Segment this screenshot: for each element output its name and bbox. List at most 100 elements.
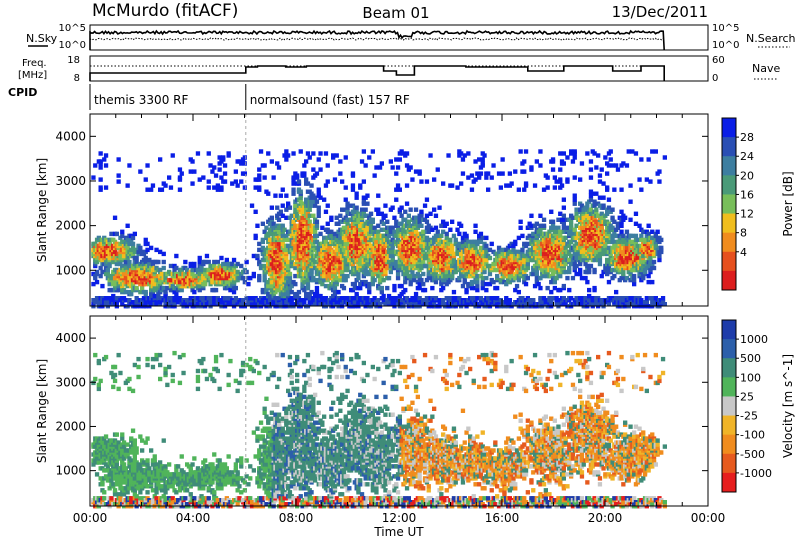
heatmap-cell xyxy=(174,253,179,259)
heatmap-cell xyxy=(381,298,386,303)
heatmap-cell xyxy=(500,157,505,162)
heatmap-cell xyxy=(341,285,347,291)
heatmap-cell xyxy=(377,165,383,170)
heatmap-cell xyxy=(248,275,253,281)
heatmap-cell xyxy=(419,223,424,228)
heatmap-cell xyxy=(408,165,413,170)
heatmap-cell xyxy=(222,179,228,184)
heatmap-cell xyxy=(489,175,494,180)
heatmap-cell xyxy=(358,183,363,188)
heatmap-cell xyxy=(585,151,590,156)
heatmap-cell xyxy=(334,215,339,220)
freq-trace xyxy=(89,65,665,81)
heatmap-cell xyxy=(569,223,574,228)
heatmap-cell xyxy=(464,233,469,239)
heatmap-cell xyxy=(320,281,325,287)
heatmap-cell xyxy=(222,171,228,176)
heatmap-cell xyxy=(289,296,294,301)
heatmap-cell xyxy=(478,296,484,301)
heatmap-cell xyxy=(219,255,224,261)
heatmap-cell xyxy=(244,269,249,275)
heatmap-cell xyxy=(125,237,130,243)
heatmap-cell xyxy=(206,185,211,190)
heatmap-cell xyxy=(266,283,271,289)
heatmap-cell xyxy=(475,287,480,293)
heatmap-cell xyxy=(460,157,466,162)
heatmap-cell xyxy=(403,279,408,285)
heatmap-cell xyxy=(341,207,347,212)
heatmap-cell xyxy=(197,259,202,265)
heatmap-cell xyxy=(538,149,543,154)
heatmap-cell xyxy=(559,183,565,188)
heatmap-cell xyxy=(525,275,530,281)
heatmap-cell xyxy=(376,211,381,216)
heatmap-cell xyxy=(354,191,359,196)
heatmap-cell xyxy=(323,151,329,156)
heatmap-cell xyxy=(257,247,262,253)
heatmap-cell xyxy=(322,245,327,251)
heatmap-cell xyxy=(585,279,590,285)
heatmap-cell xyxy=(457,231,462,237)
heatmap-cell xyxy=(592,267,597,273)
heatmap-cell xyxy=(534,159,539,164)
heatmap-cell xyxy=(538,213,543,218)
heatmap-cell xyxy=(228,287,233,293)
heatmap-cell xyxy=(572,175,577,180)
heatmap-cell xyxy=(462,277,467,283)
heatmap-cell xyxy=(192,261,197,267)
heatmap-cell xyxy=(518,225,523,230)
heatmap-cell xyxy=(376,193,381,198)
heatmap-cell xyxy=(394,171,399,176)
heatmap-cell xyxy=(291,187,296,192)
heatmap-cell xyxy=(531,231,536,237)
heatmap-cell xyxy=(322,277,327,283)
heatmap-cell xyxy=(550,157,556,162)
heatmap-cell xyxy=(206,259,211,265)
heatmap-cell xyxy=(266,191,271,196)
nsky-tick-top: 10^5 xyxy=(59,23,86,34)
heatmap-cell xyxy=(587,287,592,293)
heatmap-cell xyxy=(495,273,500,279)
heatmap-cell xyxy=(532,183,538,188)
heatmap-cell xyxy=(257,241,262,247)
heatmap-cell xyxy=(314,199,320,204)
heatmap-cell xyxy=(399,283,404,289)
heatmap-cell xyxy=(487,281,493,287)
heatmap-cell xyxy=(587,293,592,299)
heatmap-cell xyxy=(514,249,520,255)
heatmap-cell xyxy=(450,183,455,188)
heatmap-cell xyxy=(177,175,183,180)
heatmap-cell xyxy=(460,283,466,289)
heatmap-cell xyxy=(323,239,329,245)
heatmap-cell xyxy=(307,213,312,218)
heatmap-cell xyxy=(305,181,311,186)
heatmap-cell xyxy=(484,243,489,249)
heatmap-cell xyxy=(428,211,433,216)
heatmap-cell xyxy=(224,257,229,263)
heatmap-cell xyxy=(284,215,289,220)
nsky-label: N.Sky xyxy=(26,32,58,45)
heatmap-cell xyxy=(569,239,574,245)
heatmap-cell xyxy=(244,259,249,265)
heatmap-cell xyxy=(482,269,487,275)
heatmap-cell xyxy=(143,259,148,265)
heatmap-cell xyxy=(340,296,345,301)
heatmap-cell xyxy=(509,181,514,186)
heatmap-cell xyxy=(352,281,357,287)
heatmap-cell xyxy=(91,175,96,180)
heatmap-cell xyxy=(505,302,511,307)
heatmap-cell xyxy=(204,253,210,259)
heatmap-cell xyxy=(404,163,410,168)
heatmap-cell xyxy=(473,159,478,164)
heatmap-cell xyxy=(314,289,320,295)
heatmap-cell xyxy=(561,283,566,289)
heatmap-cell xyxy=(421,271,426,277)
heatmap-cell xyxy=(489,241,494,247)
heatmap-cell xyxy=(487,255,493,261)
heatmap-cell xyxy=(363,279,368,285)
heatmap-cell xyxy=(561,296,566,301)
heatmap-cell xyxy=(561,225,566,230)
heatmap-cell xyxy=(289,213,294,218)
heatmap-cell xyxy=(354,291,359,297)
heatmap-cell xyxy=(363,207,368,212)
